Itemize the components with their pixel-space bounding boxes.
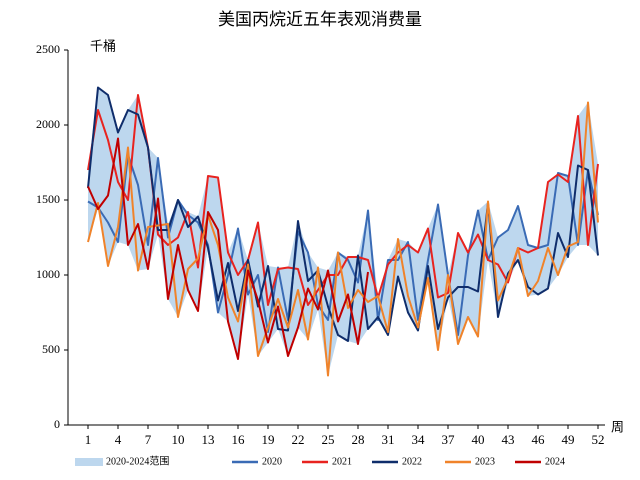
x-tick-label: 19 bbox=[262, 432, 275, 447]
x-axis-label: 周 bbox=[611, 421, 624, 436]
y-tick-label: 2500 bbox=[36, 42, 60, 56]
x-tick-label: 37 bbox=[442, 432, 456, 447]
chart-title: 美国丙烷近五年表观消费量 bbox=[218, 10, 422, 30]
y-tick-label: 1500 bbox=[36, 192, 60, 206]
x-tick-label: 13 bbox=[202, 432, 215, 447]
x-tick-label: 40 bbox=[472, 432, 485, 447]
x-tick-label: 46 bbox=[532, 432, 546, 447]
range-band bbox=[88, 87, 598, 376]
y-axis-label: 千桶 bbox=[90, 40, 116, 55]
x-tick-label: 52 bbox=[592, 432, 605, 447]
x-tick-label: 25 bbox=[322, 432, 335, 447]
x-tick-label: 7 bbox=[145, 432, 152, 447]
x-tick-label: 22 bbox=[292, 432, 305, 447]
x-tick-label: 10 bbox=[172, 432, 185, 447]
legend-label: 2020 bbox=[262, 456, 282, 467]
y-tick-label: 2000 bbox=[36, 117, 60, 131]
series-line bbox=[87, 154, 599, 336]
legend-label: 2024 bbox=[545, 456, 565, 467]
x-tick-label: 4 bbox=[115, 432, 122, 447]
y-tick-label: 1000 bbox=[36, 267, 60, 281]
y-tick-label: 500 bbox=[42, 342, 60, 356]
series-line bbox=[87, 137, 369, 360]
x-tick-label: 28 bbox=[352, 432, 365, 447]
legend-label: 2021 bbox=[332, 456, 352, 467]
x-tick-label: 1 bbox=[85, 432, 92, 447]
x-tick-label: 43 bbox=[502, 432, 515, 447]
legend-label: 2022 bbox=[402, 456, 422, 467]
series-line bbox=[87, 86, 599, 342]
x-tick-label: 16 bbox=[232, 432, 246, 447]
x-tick-label: 31 bbox=[382, 432, 395, 447]
y-tick-label: 0 bbox=[54, 417, 60, 431]
x-tick-label: 49 bbox=[562, 432, 575, 447]
legend-label: 2020-2024范围 bbox=[106, 454, 169, 467]
x-tick-label: 34 bbox=[412, 432, 426, 447]
legend-swatch bbox=[75, 458, 103, 466]
legend-label: 2023 bbox=[475, 456, 495, 467]
